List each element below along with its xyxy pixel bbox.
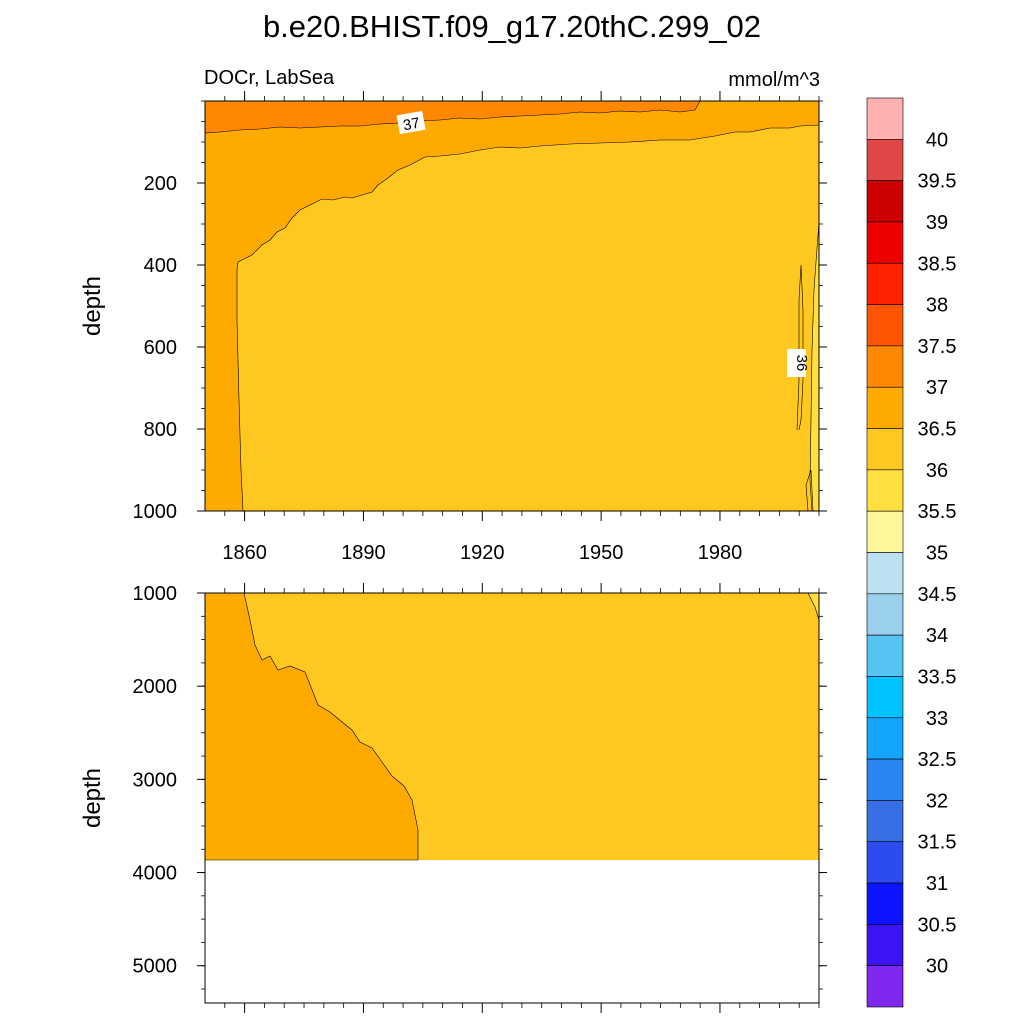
colorbar-swatch bbox=[866, 676, 904, 719]
upper-ytick-label: 800 bbox=[144, 419, 177, 441]
contour-label-37: 37 bbox=[402, 115, 421, 135]
upper-region-37 bbox=[204, 100, 701, 134]
upper-xtick-label: 1860 bbox=[222, 542, 267, 564]
colorbar-swatch bbox=[866, 634, 904, 677]
lower-panel: 1000 2000 3000 4000 5000 depth bbox=[79, 583, 827, 1013]
colorbar-label: 36.5 bbox=[918, 419, 957, 441]
upper-xtick-label: 1980 bbox=[698, 542, 743, 564]
contour-label-36: 36 bbox=[793, 355, 810, 372]
lower-plot-frame bbox=[204, 592, 820, 1004]
left-subtitle: DOCr, LabSea bbox=[204, 67, 335, 89]
colorbar-swatch bbox=[866, 469, 904, 512]
colorbar-label: 31.5 bbox=[918, 832, 957, 854]
colorbar-label: 34 bbox=[926, 625, 948, 647]
colorbar-swatch bbox=[866, 758, 904, 801]
colorbar-swatch bbox=[866, 841, 904, 884]
colorbar-label: 38 bbox=[926, 295, 948, 317]
colorbar-label: 36 bbox=[926, 460, 948, 482]
lower-ytick-label: 5000 bbox=[133, 956, 178, 978]
colorbar-label: 32.5 bbox=[918, 749, 957, 771]
colorbar-label: 30 bbox=[926, 956, 948, 978]
upper-x-ticks: 1860 1890 1920 1950 1980 bbox=[222, 91, 742, 564]
colorbar-swatch bbox=[866, 386, 904, 429]
colorbar-label: 33.5 bbox=[918, 666, 957, 688]
lower-ytick-label: 1000 bbox=[133, 583, 178, 605]
colorbar-swatch bbox=[866, 800, 904, 843]
upper-xtick-label: 1950 bbox=[579, 542, 624, 564]
colorbar-swatch bbox=[866, 304, 904, 347]
colorbar-swatch bbox=[866, 345, 904, 388]
colorbar-label: 35.5 bbox=[918, 501, 957, 523]
colorbar-label: 33 bbox=[926, 708, 948, 730]
colorbar-label: 37.5 bbox=[918, 336, 957, 358]
colorbar-label: 30.5 bbox=[918, 914, 957, 936]
upper-ytick-label: 400 bbox=[144, 255, 177, 277]
colorbar-swatch bbox=[866, 924, 904, 966]
colorbar-swatch bbox=[866, 180, 904, 223]
upper-xtick-label: 1920 bbox=[460, 542, 505, 564]
colorbar-swatch bbox=[866, 717, 904, 760]
colorbar-label: 39.5 bbox=[918, 171, 957, 193]
label-37-box bbox=[396, 110, 426, 135]
lower-y-axis-label: depth bbox=[79, 768, 106, 828]
colorbar-swatch bbox=[866, 428, 904, 471]
colorbar-label: 32 bbox=[926, 790, 948, 812]
colorbar-label: 31 bbox=[926, 873, 948, 895]
colorbar-swatch bbox=[866, 221, 904, 264]
lower-y-ticks: 1000 2000 3000 4000 5000 bbox=[133, 583, 827, 978]
upper-ytick-label: 1000 bbox=[133, 501, 178, 523]
upper-xtick-label: 1890 bbox=[341, 542, 386, 564]
colorbar-swatch bbox=[866, 593, 904, 636]
colorbar-label: 37 bbox=[926, 377, 948, 399]
colorbar-label: 40 bbox=[926, 129, 948, 151]
upper-y-axis-label: depth bbox=[79, 276, 106, 336]
lower-x-ticks bbox=[244, 583, 721, 1013]
upper-region-36-5 bbox=[204, 100, 820, 512]
colorbar-swatch bbox=[866, 510, 904, 553]
colorbar-swatch bbox=[866, 882, 904, 925]
colorbar-label: 34.5 bbox=[918, 584, 957, 606]
lower-ytick-label: 3000 bbox=[133, 769, 178, 791]
colorbar-label: 38.5 bbox=[918, 253, 957, 275]
lower-ytick-label: 4000 bbox=[133, 863, 178, 885]
colorbar-swatch bbox=[866, 262, 904, 305]
colorbar-label: 35 bbox=[926, 543, 948, 565]
right-subtitle: mmol/m^3 bbox=[728, 69, 820, 91]
colorbar-swatch bbox=[866, 552, 904, 595]
upper-ytick-label: 200 bbox=[144, 173, 177, 195]
colorbar-swatch bbox=[866, 139, 904, 181]
colorbar-swatch bbox=[866, 965, 904, 1008]
chart-title: b.e20.BHIST.f09_g17.20thC.299_02 bbox=[263, 9, 761, 44]
colorbar: 40 39.5 39 38.5 38 37.5 37 36.5 36 35.5 35 34.5 34 33… bbox=[866, 97, 957, 1008]
lower-minor-ticks bbox=[201, 588, 823, 1008]
lower-ytick-label: 2000 bbox=[133, 676, 178, 698]
colorbar-label: 39 bbox=[926, 212, 948, 234]
label-36-box bbox=[787, 349, 806, 377]
upper-y-ticks: 200 400 600 800 1000 bbox=[133, 173, 827, 523]
lower-region-36-5 bbox=[204, 592, 419, 861]
colorbar-swatch bbox=[866, 97, 904, 140]
upper-contour-labels: 37 36 bbox=[396, 110, 810, 377]
upper-ytick-label: 600 bbox=[144, 337, 177, 359]
